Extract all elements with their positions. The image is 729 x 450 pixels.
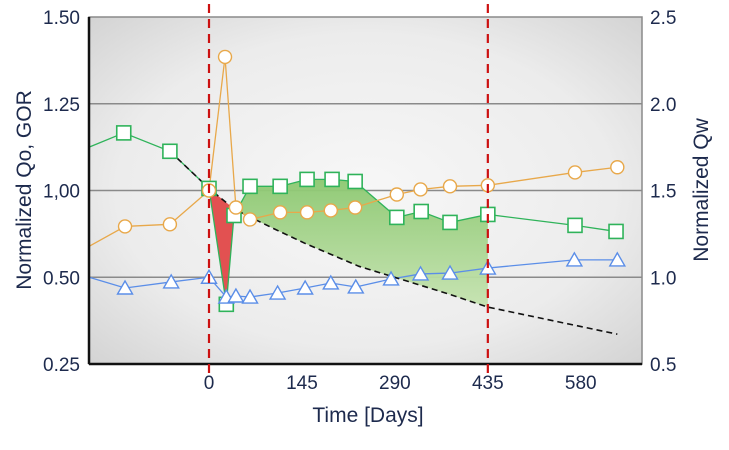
qo-point	[608, 223, 624, 240]
qo-point	[389, 209, 405, 226]
qw-point	[116, 279, 134, 295]
gor-point	[323, 203, 338, 218]
y-left-tick-label: 1,00	[43, 182, 80, 203]
y-left-tick-label: 0.50	[43, 268, 80, 289]
qw-point	[268, 284, 287, 300]
y-right-tick-label: 0.5	[650, 355, 676, 376]
qw-point	[322, 274, 340, 290]
y-left-tick-label: 1.25	[43, 95, 80, 116]
y-right-tick-label: 1.0	[650, 268, 676, 289]
gor-point	[347, 200, 363, 215]
x-tick-label: 145	[286, 373, 318, 394]
decline-line	[169, 150, 618, 335]
x-tick-label: 0	[204, 373, 215, 394]
x-axis-label: Time [Days]	[312, 404, 423, 427]
qw-point	[347, 278, 365, 294]
gor-point	[610, 160, 625, 175]
qw-point	[227, 287, 245, 303]
gor-point	[162, 217, 178, 232]
qw-point	[411, 265, 430, 281]
qo-point	[347, 173, 363, 190]
qo-point	[324, 171, 340, 188]
y-right-axis-label: Normalized Qw	[690, 117, 713, 261]
qw-point	[162, 273, 180, 289]
gor-point	[442, 179, 458, 194]
qo-point	[242, 178, 258, 195]
x-tick-label: 580	[565, 373, 597, 394]
gor-point	[272, 205, 288, 220]
y-left-tick-label: 1.50	[43, 8, 80, 29]
gor-point	[567, 165, 583, 180]
x-tick-label: 435	[472, 373, 504, 394]
gor-point	[389, 187, 405, 202]
qo-point	[272, 178, 288, 195]
y-right-tick-label: 2.5	[650, 8, 676, 29]
qo-point	[299, 171, 315, 188]
y-right-tick-label: 1.5	[650, 182, 676, 203]
gor-point	[217, 49, 233, 65]
gor-point	[228, 200, 244, 215]
gor-point	[299, 205, 315, 220]
y-right-tick-label: 2.0	[650, 95, 676, 116]
qw-point	[241, 288, 259, 304]
qo-point	[162, 143, 178, 160]
y-left-tick-label: 0.25	[43, 355, 80, 376]
gor-point	[242, 212, 258, 227]
qw-point	[441, 264, 459, 280]
qo-point	[115, 125, 132, 141]
qw-point	[565, 251, 584, 267]
y-left-axis-label: Normalized Qo, GOR	[13, 90, 36, 290]
qo-point	[442, 214, 458, 231]
qw-point	[296, 279, 314, 295]
qw-point	[608, 251, 627, 267]
qo-point	[567, 217, 583, 234]
qw-point	[382, 270, 400, 286]
gor-point	[117, 219, 133, 234]
x-tick-label: 290	[379, 373, 411, 394]
qo-point	[413, 203, 429, 220]
gor-point	[413, 182, 428, 197]
